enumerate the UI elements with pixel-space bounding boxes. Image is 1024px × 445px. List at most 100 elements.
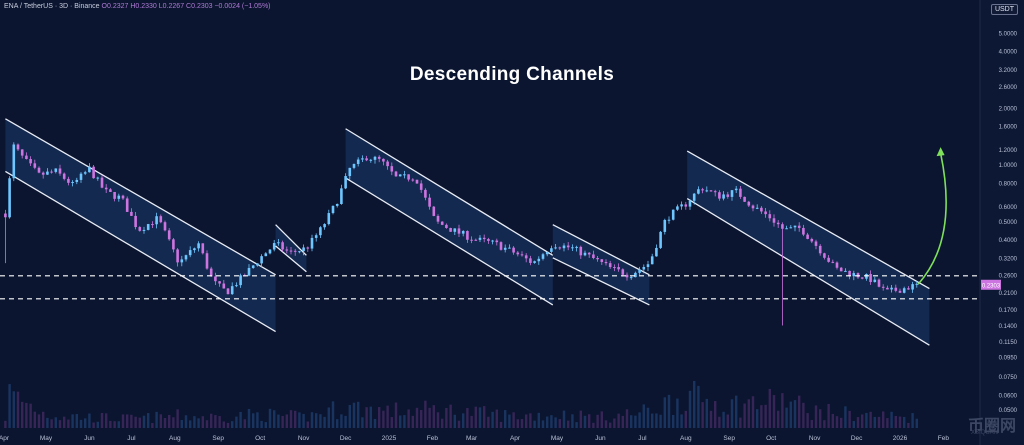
candle-body	[550, 248, 553, 252]
candle-body	[587, 252, 591, 255]
volume-bar	[777, 410, 780, 428]
candle-body	[390, 166, 394, 172]
volume-bar	[428, 407, 431, 428]
candle-body	[466, 231, 469, 240]
candle-body	[865, 274, 868, 279]
candle-body	[768, 214, 772, 219]
volume-bar	[915, 418, 918, 428]
volume-bar	[239, 411, 242, 428]
volume-bar	[29, 403, 32, 428]
x-tick-label: Sep	[723, 435, 735, 442]
volume-bar	[722, 411, 725, 428]
y-tick-label: 0.1400	[999, 324, 1018, 330]
volume-bar	[562, 410, 566, 428]
candle-body	[398, 174, 402, 177]
volume-bar	[583, 415, 587, 428]
candle-body	[898, 290, 902, 293]
volume-bar	[798, 395, 801, 428]
candle-body	[394, 171, 398, 177]
volume-bar	[46, 417, 49, 428]
volume-bar	[512, 412, 515, 428]
volume-bar	[756, 409, 759, 428]
candle-body	[25, 155, 28, 160]
candle-body	[734, 188, 738, 191]
candle-body	[348, 167, 352, 177]
candle-body	[251, 265, 255, 268]
candle-body	[314, 235, 318, 238]
volume-bar	[159, 414, 162, 428]
volume-bar	[613, 418, 616, 428]
volume-bar	[646, 407, 650, 428]
candle-body	[155, 216, 158, 225]
volume-bar	[222, 421, 225, 428]
candle-body	[520, 254, 524, 256]
volume-bar	[840, 417, 843, 428]
candle-body	[730, 190, 734, 197]
candle-body	[600, 259, 604, 262]
volume-bar	[743, 403, 746, 428]
volume-bar	[659, 414, 662, 428]
candle-body	[709, 190, 713, 192]
candle-body	[12, 144, 16, 179]
candle-body	[415, 179, 419, 184]
candle-body	[281, 242, 284, 250]
volume-bar	[714, 401, 717, 428]
candle-body	[818, 245, 822, 254]
unit-badge[interactable]: USDT	[990, 4, 1018, 15]
channel-lower-line	[275, 245, 307, 273]
candle-body	[776, 222, 780, 225]
y-tick-label: 0.2100	[999, 291, 1018, 297]
y-tick-label: 2.6000	[999, 85, 1018, 91]
candle-body	[75, 179, 79, 183]
volume-bar	[378, 407, 381, 428]
volume-bar	[655, 413, 658, 428]
x-tick-label: Apr	[0, 435, 10, 442]
volume-bar	[126, 414, 129, 428]
x-tick-label: Jul	[638, 435, 647, 442]
candle-body	[810, 238, 814, 242]
candle-body	[293, 250, 297, 252]
candle-body	[37, 167, 41, 173]
volume-bar	[71, 414, 74, 428]
volume-bar	[453, 414, 456, 428]
candle-body	[726, 194, 730, 197]
candle-body	[209, 268, 213, 277]
volume-bar	[520, 419, 524, 428]
channel-lower-line	[5, 170, 276, 333]
volume-bar	[84, 418, 87, 428]
volume-bar	[478, 407, 482, 428]
volume-bar	[67, 419, 70, 428]
candle-body	[289, 250, 293, 252]
volume-bar	[344, 415, 347, 428]
candle-body	[218, 281, 221, 284]
volume-bar	[835, 416, 839, 428]
volume-bar	[693, 380, 696, 428]
volume-bar	[243, 419, 246, 428]
chart-header: ENA / TetherUS · 3D · Binance O0.2327 H0…	[4, 3, 271, 10]
volume-bar	[474, 406, 477, 428]
channel-fill	[687, 151, 930, 346]
candle-body	[235, 285, 238, 287]
volume-bar	[302, 413, 305, 428]
price-axis-panel	[980, 0, 1024, 445]
volume-bar	[382, 410, 385, 428]
candle-body	[109, 189, 112, 192]
channel-upper-line	[275, 224, 307, 256]
x-tick-label: Apr	[510, 435, 521, 442]
volume-bar	[781, 393, 784, 428]
candle-body	[902, 288, 906, 293]
candle-body	[692, 193, 696, 201]
volume-bar	[793, 400, 797, 428]
volume-bar	[541, 420, 545, 428]
volume-bar	[281, 415, 284, 428]
candle-body	[596, 258, 599, 260]
y-tick-label: 4.0000	[999, 50, 1018, 56]
x-tick-label: Nov	[298, 435, 310, 442]
x-tick-label: Sep	[212, 435, 224, 442]
volume-bar	[457, 420, 461, 428]
volume-bar	[529, 413, 532, 428]
x-tick-label: Oct	[255, 435, 265, 442]
candle-body	[260, 256, 263, 264]
candle-body	[226, 288, 230, 295]
